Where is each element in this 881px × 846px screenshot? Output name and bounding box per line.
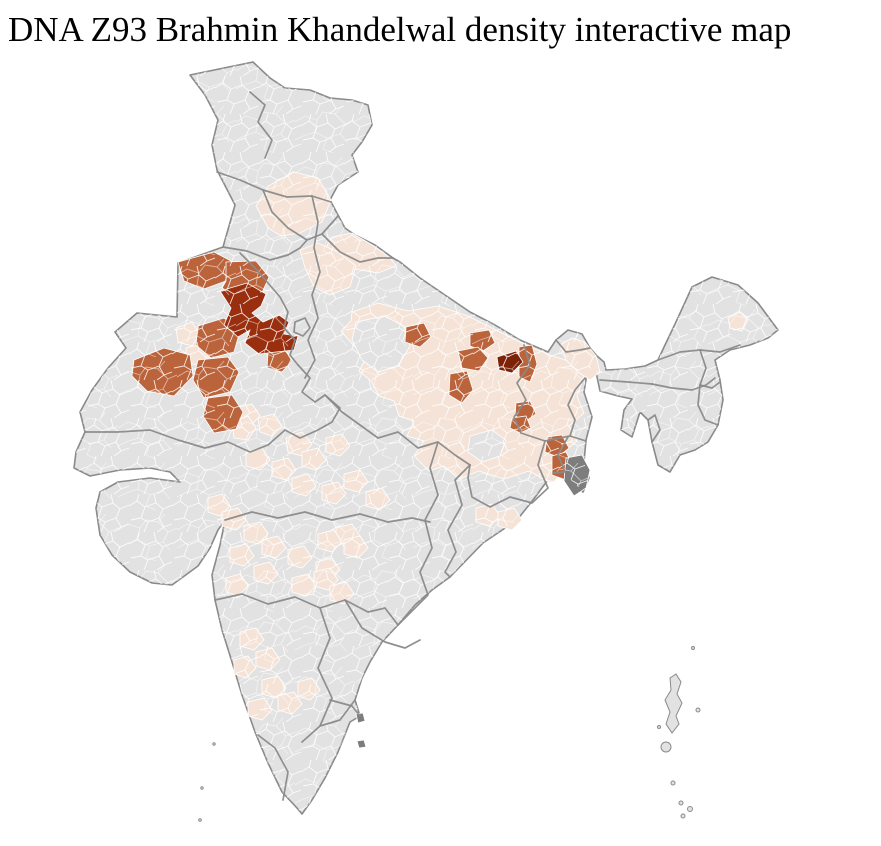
lakshadweep-islands [198, 742, 216, 822]
andaman-nicobar-islands [657, 646, 701, 819]
district-kolkata-dark-gray[interactable] [563, 454, 591, 497]
map-title: DNA Z93 Brahmin Khandelwal density inter… [8, 10, 792, 49]
state-borders [84, 91, 741, 801]
district-pondicherry-dark-dot[interactable] [356, 739, 367, 749]
district-chennai-dark-dot[interactable] [355, 712, 366, 724]
